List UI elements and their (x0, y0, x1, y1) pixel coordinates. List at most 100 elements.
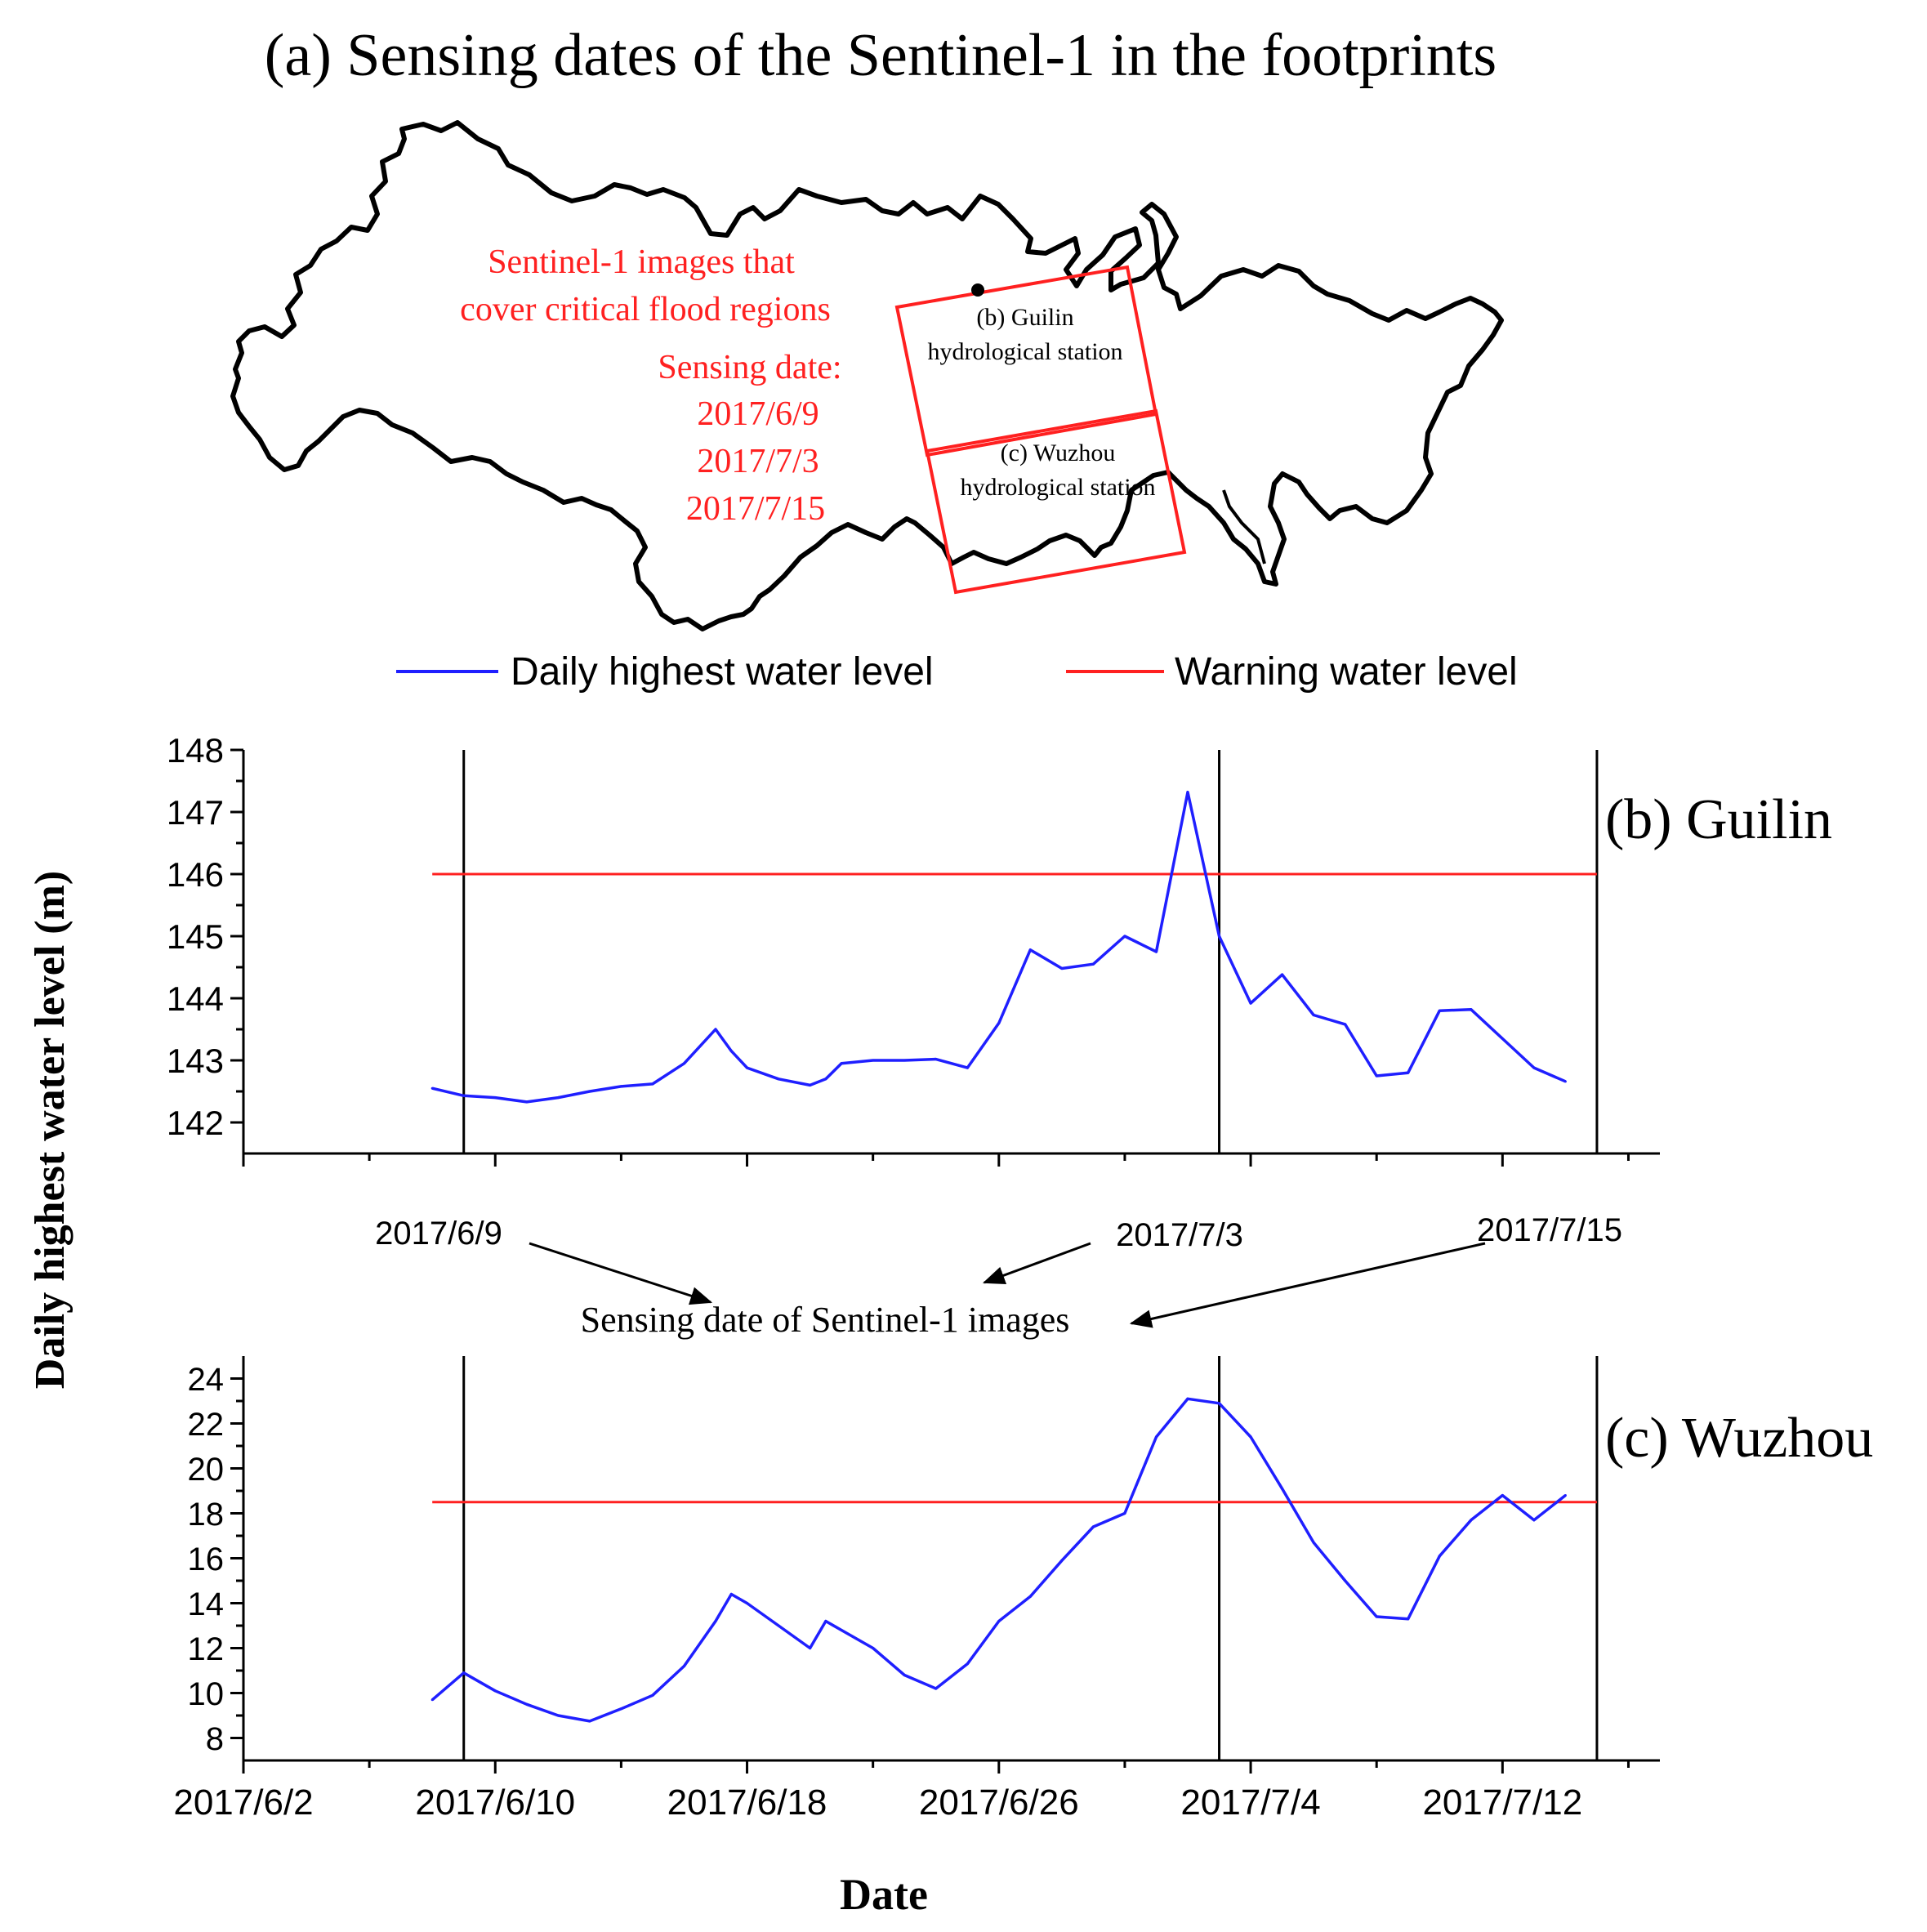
y-tick-label: 22 (188, 1407, 225, 1443)
data-point (556, 1714, 560, 1717)
data-point (809, 1083, 812, 1086)
data-point (1407, 1071, 1410, 1074)
y-tick-label: 146 (167, 855, 224, 894)
sensing-label-2: 2017/7/3 (1116, 1217, 1243, 1253)
footprint-c-label-line2: hydrological station (960, 474, 1155, 501)
data-point (1532, 1066, 1536, 1069)
map-note-line-2: cover critical flood regions (460, 291, 831, 328)
sensing-caption: Sensing date of Sentinel-1 images (581, 1300, 1070, 1340)
map-note-line-6: 2017/7/15 (686, 490, 825, 528)
legend-label-warning: Warning water level (1175, 650, 1518, 694)
data-point (525, 1702, 529, 1706)
data-point (1407, 1617, 1410, 1621)
y-tick-label: 143 (167, 1042, 224, 1080)
sensing-arrow-3 (1129, 1242, 1486, 1328)
data-point (1186, 791, 1189, 794)
map-note-line-1: Sentinel-1 images that (488, 243, 795, 281)
data-point (1438, 1009, 1441, 1012)
map-note-line-3: Sensing date: (658, 349, 841, 386)
data-point (493, 1096, 497, 1100)
data-point (729, 1593, 733, 1595)
data-point (1154, 950, 1158, 953)
wuzhou-sensing-lines (462, 1356, 1599, 1760)
wuzhou-points (430, 1397, 1567, 1723)
y-tick-label: 10 (188, 1676, 225, 1712)
data-point (966, 1066, 969, 1069)
data-point (682, 1665, 685, 1667)
data-point (746, 1602, 749, 1604)
data-point (1186, 1397, 1189, 1400)
data-point (729, 1050, 733, 1053)
y-tick-label: 8 (206, 1721, 224, 1757)
data-point (840, 1629, 843, 1631)
guilin-y-ticks: 142 143 144 145 146 147 148 (167, 731, 243, 1142)
data-point (997, 1021, 1001, 1024)
y-tick-label: 145 (167, 917, 224, 956)
y-tick-label: 142 (167, 1104, 224, 1142)
wuzhou-y-ticks: 8 10 12 14 16 18 20 22 24 (188, 1362, 243, 1757)
x-tick-label: 2017/6/10 (415, 1783, 575, 1823)
data-point (714, 1620, 717, 1622)
data-point (840, 1062, 843, 1065)
map-note: Sentinel-1 images that cover critical fl… (460, 243, 841, 528)
data-point (1438, 1555, 1441, 1558)
data-point (1028, 948, 1032, 952)
wuzhou-panel-label: (c) Wuzhou (1605, 1407, 1873, 1470)
x-tick-label: 2017/7/4 (1180, 1783, 1320, 1823)
data-point (1249, 1002, 1252, 1005)
data-point (1375, 1074, 1378, 1078)
data-point (1028, 1595, 1032, 1598)
map-title: (a) Sensing dates of the Sentinel-1 in t… (265, 22, 1497, 89)
data-point (1312, 1541, 1315, 1544)
data-point (1281, 1487, 1284, 1490)
x-tick-label: 2017/7/12 (1422, 1783, 1582, 1823)
data-point (1563, 1080, 1567, 1083)
data-point (872, 1059, 875, 1062)
legend-label-daily: Daily highest water level (511, 650, 934, 694)
y-axis-label: Daily highest water level (m) (27, 871, 74, 1389)
data-point (1091, 1525, 1095, 1528)
y-tick-label: 144 (167, 979, 224, 1018)
y-tick-label: 12 (188, 1631, 225, 1667)
map-note-line-5: 2017/7/3 (697, 443, 819, 480)
data-point (462, 1671, 466, 1675)
data-point (525, 1100, 529, 1104)
data-point (746, 1066, 749, 1069)
data-point (824, 1620, 827, 1622)
guilin-sensing-lines (462, 750, 1599, 1153)
guilin-water-level-line (431, 790, 1567, 1104)
map-note-line-4: 2017/6/9 (697, 395, 819, 433)
data-point (903, 1059, 906, 1062)
x-tick-label: 2017/6/26 (919, 1783, 1079, 1823)
y-tick-label: 20 (188, 1452, 225, 1488)
footprint-b-label-line1: (b) Guilin (976, 304, 1073, 331)
data-point (777, 1078, 780, 1081)
data-point (1218, 935, 1221, 938)
data-point (588, 1720, 591, 1723)
y-tick-label: 147 (167, 793, 224, 832)
data-point (1154, 1435, 1158, 1439)
footprint-b-label-line2: hydrological station (927, 338, 1122, 365)
footprint-c-label-line1: (c) Wuzhou (1001, 439, 1116, 466)
x-tick-label: 2017/6/2 (173, 1783, 313, 1823)
data-point (1470, 1519, 1473, 1522)
data-point (1091, 962, 1095, 966)
data-point (966, 1662, 969, 1666)
y-tick-label: 24 (188, 1362, 225, 1398)
sensing-label-3: 2017/7/15 (1477, 1212, 1622, 1248)
x-tick-label: 2017/6/18 (667, 1783, 827, 1823)
data-point (1123, 1512, 1126, 1515)
data-point (1249, 1435, 1252, 1439)
data-point (1532, 1519, 1536, 1522)
data-point (1344, 1579, 1347, 1582)
data-point (493, 1689, 497, 1693)
legend: Daily highest water level Warning water … (396, 650, 1518, 694)
data-point (997, 1620, 1001, 1622)
wuzhou-x-ticks: 2017/6/2 2017/6/10 2017/6/18 2017/6/26 2017/… (173, 1760, 1630, 1823)
data-point (777, 1624, 780, 1627)
data-point (1312, 1014, 1315, 1017)
data-point (430, 1086, 434, 1090)
guilin-panel-label: (b) Guilin (1605, 788, 1832, 851)
data-point (619, 1085, 622, 1088)
